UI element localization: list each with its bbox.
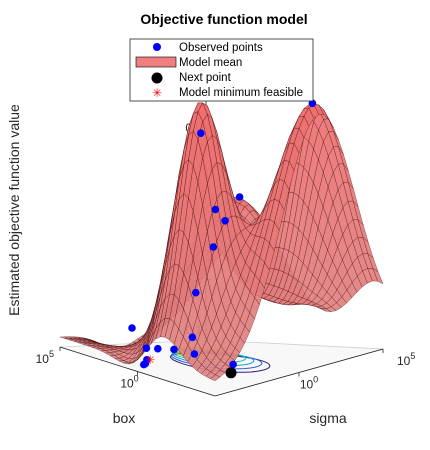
model-minimum-feasible-point: ✳ [145, 353, 155, 367]
legend-label-observed: Observed points [179, 42, 263, 54]
observed-point [211, 205, 220, 214]
observed-point [197, 129, 205, 137]
observed-point [192, 288, 200, 297]
observed-point [190, 350, 199, 358]
legend-label-next-point: Next point [179, 72, 232, 84]
observed-point [154, 344, 162, 353]
data-points: ✳ [128, 99, 317, 379]
observed-point [235, 193, 244, 201]
observed-point [170, 345, 178, 354]
observed-point [142, 344, 151, 353]
y-axis-label: sigma [309, 410, 347, 426]
legend-box [129, 38, 314, 102]
observed-point [141, 359, 150, 368]
legend-marker-next-point [151, 72, 163, 84]
observed-point [128, 324, 136, 332]
z-axis-label: Estimated objective function value [6, 104, 22, 316]
x-axis-label: box [113, 410, 136, 426]
chart-title: Objective function model [140, 11, 307, 27]
legend-marker-model-mean [135, 56, 177, 68]
observed-point [188, 333, 197, 342]
legend: Observed points Model mean Next point ✳ … [129, 38, 314, 102]
xy-axes: 100 105 100 105 [36, 346, 415, 397]
observed-point [221, 217, 229, 225]
legend-label-model-mean: Model mean [179, 57, 242, 69]
observed-point [209, 243, 218, 251]
y-tick-label: 105 [397, 351, 415, 368]
legend-marker-min-feasible: ✳ [152, 86, 162, 100]
surface-patch [210, 374, 221, 382]
observed-point [229, 360, 237, 369]
observed-point [308, 99, 317, 108]
model-mean-surface [59, 102, 384, 382]
legend-marker-observed [153, 43, 161, 51]
y-tick-label: 100 [300, 375, 318, 392]
next-point [225, 367, 237, 379]
x-tick-label: 100 [120, 374, 138, 391]
legend-label-min-feasible: Model minimum feasible [179, 87, 303, 99]
x-tick-label: 105 [36, 349, 54, 366]
